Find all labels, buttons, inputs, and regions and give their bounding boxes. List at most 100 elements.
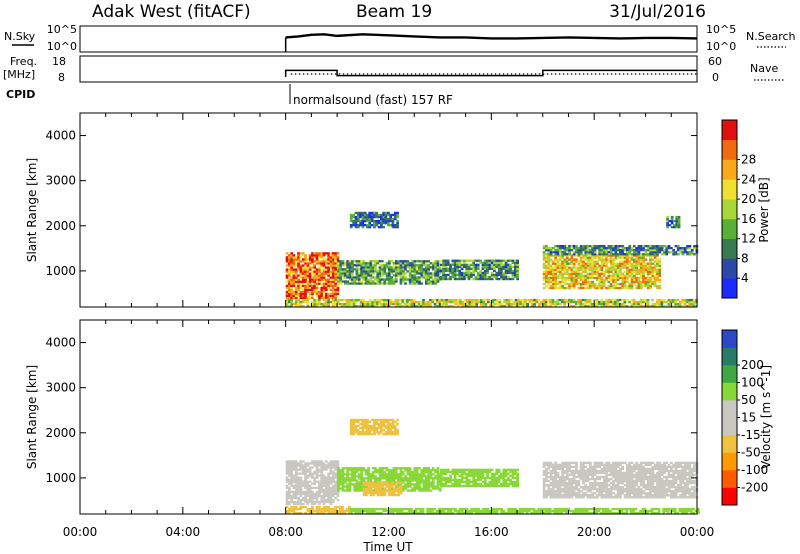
velocity-cell [472,480,475,484]
power-cell [285,298,289,302]
velocity-cell [294,490,298,494]
velocity-cell [431,467,435,470]
power-cell [403,302,407,306]
velocity-cell [306,464,310,467]
velocity-cell [351,469,354,472]
power-cell [626,280,629,284]
power-cell [362,274,366,277]
velocity-cell [379,481,382,484]
velocity-cell [376,493,380,497]
power-cell [498,305,502,308]
power-cell [355,268,359,271]
power-cell [673,224,676,227]
velocity-cell [458,468,462,471]
velocity-cell [646,486,650,489]
power-cell [639,264,643,267]
power-cell [568,272,571,275]
power-cell [500,273,503,277]
velocity-cell [294,472,298,475]
power-cell [338,302,342,306]
power-cell [362,268,366,271]
power-cell [584,249,588,252]
power-cell [364,302,367,306]
power-cell [373,219,376,223]
velocity-cell [504,478,508,482]
power-cell [327,272,330,275]
power-cell [483,261,487,264]
power-cell [483,273,487,277]
velocity-cell [628,482,632,485]
power-cell [605,302,608,306]
velocity-cell [479,478,482,482]
velocity-cell [379,485,382,489]
power-cell [381,266,384,269]
velocity-cell [415,477,419,480]
power-cell [563,247,567,250]
power-cell [345,302,349,306]
velocity-cell [337,477,340,480]
power-cell [639,260,643,263]
velocity-cell [413,469,417,472]
power-cell [357,298,361,302]
velocity-cell [607,494,611,497]
velocity-cell [565,475,569,479]
power-cell [389,219,392,223]
power-cell [367,282,370,285]
velocity-cell [656,477,659,481]
power-cell [355,260,359,263]
power-cell [426,302,430,306]
power-cell [311,288,314,291]
power-cell [341,298,344,302]
velocity-cell [593,482,597,485]
velocity-cell [425,483,428,486]
power-cell [403,305,407,308]
power-cell [623,262,627,265]
power-cell [582,274,585,277]
velocity-cell [509,474,512,477]
velocity-cell [322,476,326,479]
power-cell [369,280,373,283]
velocity-cell [472,476,475,480]
power-cell [677,224,681,227]
power-cell [434,262,437,265]
power-cell [596,272,599,275]
power-cell [545,266,548,269]
power-cell [339,264,343,267]
power-cell [644,278,648,282]
power-cell [322,266,326,269]
power-ytick-label: 4000 [45,129,76,143]
velocity-cell [341,471,345,474]
power-cell [385,305,388,308]
velocity-cell [392,477,396,480]
power-colorbar-segment [722,179,737,200]
power-cell [425,264,428,267]
velocity-cell [313,480,317,483]
power-cell [679,300,682,304]
power-cell [556,276,560,280]
power-cell [313,290,317,294]
velocity-cell [593,484,597,487]
power-cell [418,268,421,271]
power-cell [408,298,411,302]
velocity-cell [360,473,363,476]
power-cell [436,276,440,279]
power-cell [589,280,592,284]
velocity-cell [399,491,403,495]
velocity-cell [635,482,638,485]
velocity-cell [320,474,324,477]
velocity-cell [383,493,387,497]
power-cell [558,256,562,259]
velocity-cell [418,481,421,484]
power-cell [351,260,354,263]
power-cell [516,277,519,281]
velocity-cell [406,485,410,488]
velocity-cell [315,498,319,502]
power-cell [288,282,291,285]
power-cell [327,256,330,259]
power-cell [558,249,562,252]
power-cell [572,282,576,286]
power-cell [327,300,330,304]
power-cell [288,288,291,291]
power-cell [575,282,578,286]
